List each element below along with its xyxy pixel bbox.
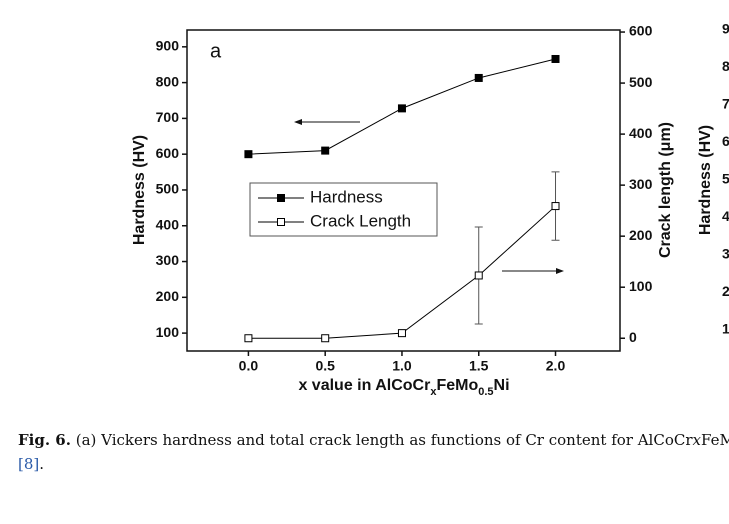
marker <box>397 329 406 338</box>
y-tick-label: 700 <box>156 109 180 125</box>
clipped-tick-label: 5 <box>722 171 729 187</box>
clipped-tick-label: 4 <box>722 208 729 224</box>
marker <box>551 202 560 211</box>
y-tick-label: 800 <box>156 73 180 89</box>
marker <box>321 334 330 343</box>
caption-label: Fig. 6. <box>18 431 71 449</box>
y2-tick-label: 0 <box>629 329 637 345</box>
x-tick-label: 1.0 <box>392 358 412 374</box>
arrow-right <box>502 268 564 274</box>
x-title-sub: 0.5 <box>478 386 493 398</box>
y-tick-label: 100 <box>156 324 180 340</box>
y-tick-label: 200 <box>156 288 180 304</box>
y2-tick-label: 400 <box>629 125 653 141</box>
x-title-part: FeMo <box>436 377 478 394</box>
y-tick-label: 600 <box>156 145 180 161</box>
y2-tick-label: 600 <box>629 23 653 39</box>
caption: Fig. 6. (a) Vickers hardness and total c… <box>18 428 729 476</box>
y-tick-label: 900 <box>156 38 180 54</box>
caption-text: FeM <box>700 431 729 449</box>
marker <box>397 104 406 113</box>
legend-marker <box>277 218 285 226</box>
clipped-tick-label: 1 <box>722 321 729 337</box>
x-tick-label: 1.5 <box>469 358 489 374</box>
x-title-sub: x <box>430 386 437 398</box>
clipped-tick-label: 2 <box>722 283 729 299</box>
legend-label: Crack Length <box>310 211 411 230</box>
marker <box>474 271 483 280</box>
legend-label: Hardness <box>310 187 383 206</box>
y2-tick-label: 200 <box>629 227 653 243</box>
marker <box>244 334 253 343</box>
y-axis-title: Hardness (HV) <box>131 135 148 245</box>
panel-letter: a <box>210 40 222 62</box>
legend-box <box>249 182 438 237</box>
marker <box>244 150 253 159</box>
legend-marker <box>277 194 285 202</box>
x-title-part: Ni <box>494 377 510 394</box>
x-title-part: x value in AlCoCr <box>298 377 430 394</box>
marker <box>321 146 330 155</box>
y2-tick-label: 100 <box>629 278 653 294</box>
marker <box>551 54 560 63</box>
y-tick-label: 500 <box>156 181 180 197</box>
y2-tick-label: 300 <box>629 176 653 192</box>
x-axis-title: x value in AlCoCrxFeMo0.5Ni <box>298 377 509 398</box>
x-tick-label: 0.5 <box>315 358 335 374</box>
clipped-tick-label: 3 <box>722 246 729 262</box>
marker <box>474 73 483 82</box>
y-tick-label: 400 <box>156 216 180 232</box>
clipped-tick-label: 9 <box>722 21 729 37</box>
clipped-tick-label: 7 <box>722 96 729 112</box>
clipped-tick-label: 6 <box>722 133 729 149</box>
y2-axis-title: Crack length (μm) <box>657 122 674 258</box>
x-tick-label: 2.0 <box>546 358 566 374</box>
x-tick-label: 0.0 <box>239 358 259 374</box>
caption-italic: x <box>692 431 701 449</box>
caption-text: . <box>39 455 45 473</box>
chart: a Hardness (HV) Crack length (μm) x valu… <box>131 21 729 398</box>
clipped-y-title: Hardness (HV) <box>697 125 714 235</box>
y2-tick-label: 500 <box>629 74 653 90</box>
caption-text: (a) Vickers hardness and total crack len… <box>70 431 693 449</box>
arrow-left <box>294 119 360 125</box>
clipped-tick-label: 8 <box>722 58 729 74</box>
y-tick-label: 300 <box>156 252 180 268</box>
caption-ref[interactable]: [8] <box>18 455 40 473</box>
